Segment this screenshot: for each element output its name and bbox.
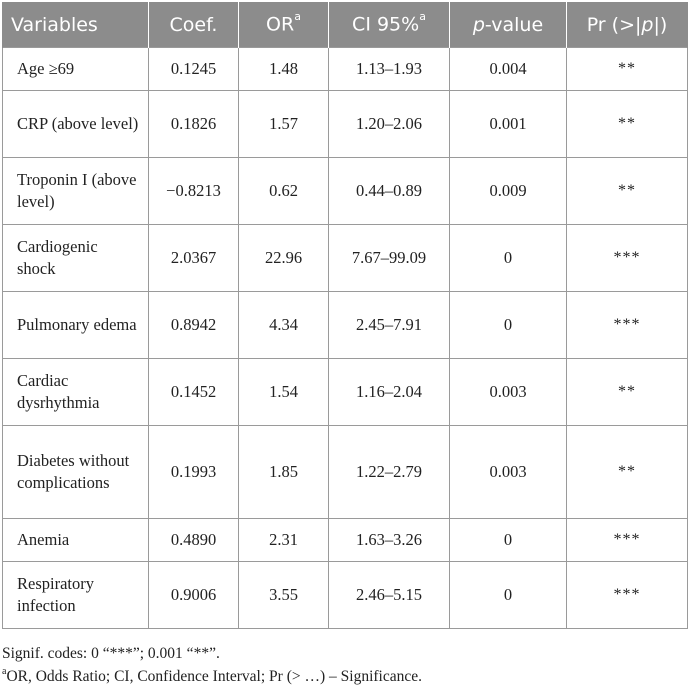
cell-ci: 7.67–99.09 xyxy=(328,224,450,292)
cell-pvalue: 0.003 xyxy=(449,425,567,519)
table-row: CRP (above level) 0.1826 1.57 1.20–2.06 … xyxy=(2,90,688,158)
footnote-abbreviations: aOR, Odds Ratio; CI, Confidence Interval… xyxy=(2,666,422,686)
cell-pvalue: 0.003 xyxy=(449,358,567,426)
table-row: Diabetes without complications 0.1993 1.… xyxy=(2,425,688,519)
cell-variable: Cardiac dysrhythmia xyxy=(2,358,149,426)
cell-significance: ** xyxy=(566,90,688,158)
footnote-abbrev-text: OR, Odds Ratio; CI, Confidence Interval;… xyxy=(6,668,422,686)
cell-pvalue: 0 xyxy=(449,291,567,359)
cell-significance: *** xyxy=(566,561,688,629)
cell-ci: 2.46–5.15 xyxy=(328,561,450,629)
cell-ci: 1.63–3.26 xyxy=(328,518,450,562)
cell-or: 2.31 xyxy=(238,518,329,562)
cell-coef: 0.8942 xyxy=(148,291,239,359)
table-header-row: Variables Coef. ORa CI 95%a p-value Pr (… xyxy=(2,2,688,48)
cell-coef: 0.9006 xyxy=(148,561,239,629)
cell-or: 0.62 xyxy=(238,157,329,225)
cell-or: 3.55 xyxy=(238,561,329,629)
cell-ci: 2.45–7.91 xyxy=(328,291,450,359)
cell-variable: CRP (above level) xyxy=(2,90,149,158)
results-table-container: Variables Coef. ORa CI 95%a p-value Pr (… xyxy=(2,2,688,629)
table-row: Anemia 0.4890 2.31 1.63–3.26 0 *** xyxy=(2,518,688,562)
cell-or: 1.48 xyxy=(238,47,329,91)
cell-ci: 0.44–0.89 xyxy=(328,157,450,225)
table-row: Age ≥69 0.1245 1.48 1.13–1.93 0.004 ** xyxy=(2,47,688,91)
header-ci: CI 95%a xyxy=(328,2,450,48)
cell-or: 1.54 xyxy=(238,358,329,426)
cell-or: 22.96 xyxy=(238,224,329,292)
cell-variable: Cardiogenic shock xyxy=(2,224,149,292)
cell-pvalue: 0 xyxy=(449,518,567,562)
header-ci-superscript: a xyxy=(419,10,426,24)
cell-variable: Age ≥69 xyxy=(2,47,149,91)
header-significance: Pr (>|p|) xyxy=(566,2,688,48)
cell-significance: *** xyxy=(566,291,688,359)
cell-pvalue: 0 xyxy=(449,561,567,629)
cell-significance: ** xyxy=(566,358,688,426)
table-row: Cardiac dysrhythmia 0.1452 1.54 1.16–2.0… xyxy=(2,358,688,426)
header-pvalue: p-value xyxy=(449,2,567,48)
cell-variable: Anemia xyxy=(2,518,149,562)
cell-or: 4.34 xyxy=(238,291,329,359)
cell-or: 1.85 xyxy=(238,425,329,519)
cell-coef: −0.8213 xyxy=(148,157,239,225)
cell-ci: 1.22–2.79 xyxy=(328,425,450,519)
header-or: ORa xyxy=(238,2,329,48)
cell-variable: Diabetes without complications xyxy=(2,425,149,519)
header-variables: Variables xyxy=(2,2,149,48)
header-or-superscript: a xyxy=(294,10,301,24)
cell-variable: Respiratory infection xyxy=(2,561,149,629)
cell-coef: 0.1245 xyxy=(148,47,239,91)
table-row: Pulmonary edema 0.8942 4.34 2.45–7.91 0 … xyxy=(2,291,688,359)
cell-coef: 0.1826 xyxy=(148,90,239,158)
table-row: Respiratory infection 0.9006 3.55 2.46–5… xyxy=(2,561,688,629)
cell-significance: *** xyxy=(566,224,688,292)
footnote-marker: a xyxy=(2,666,7,677)
cell-coef: 2.0367 xyxy=(148,224,239,292)
cell-coef: 0.1993 xyxy=(148,425,239,519)
table-row: Troponin I (above level) −0.8213 0.62 0.… xyxy=(2,157,688,225)
cell-variable: Pulmonary edema xyxy=(2,291,149,359)
cell-or: 1.57 xyxy=(238,90,329,158)
cell-ci: 1.20–2.06 xyxy=(328,90,450,158)
footnote-signif-codes: Signif. codes: 0 “***”; 0.001 “**”. xyxy=(2,645,220,662)
cell-coef: 0.4890 xyxy=(148,518,239,562)
cell-ci: 1.13–1.93 xyxy=(328,47,450,91)
cell-pvalue: 0.001 xyxy=(449,90,567,158)
cell-significance: *** xyxy=(566,518,688,562)
cell-significance: ** xyxy=(566,425,688,519)
cell-coef: 0.1452 xyxy=(148,358,239,426)
cell-pvalue: 0.004 xyxy=(449,47,567,91)
cell-pvalue: 0.009 xyxy=(449,157,567,225)
results-table: Variables Coef. ORa CI 95%a p-value Pr (… xyxy=(2,2,688,629)
cell-variable: Troponin I (above level) xyxy=(2,157,149,225)
header-coef: Coef. xyxy=(148,2,239,48)
cell-pvalue: 0 xyxy=(449,224,567,292)
cell-significance: ** xyxy=(566,157,688,225)
table-row: Cardiogenic shock 2.0367 22.96 7.67–99.0… xyxy=(2,224,688,292)
cell-ci: 1.16–2.04 xyxy=(328,358,450,426)
cell-significance: ** xyxy=(566,47,688,91)
